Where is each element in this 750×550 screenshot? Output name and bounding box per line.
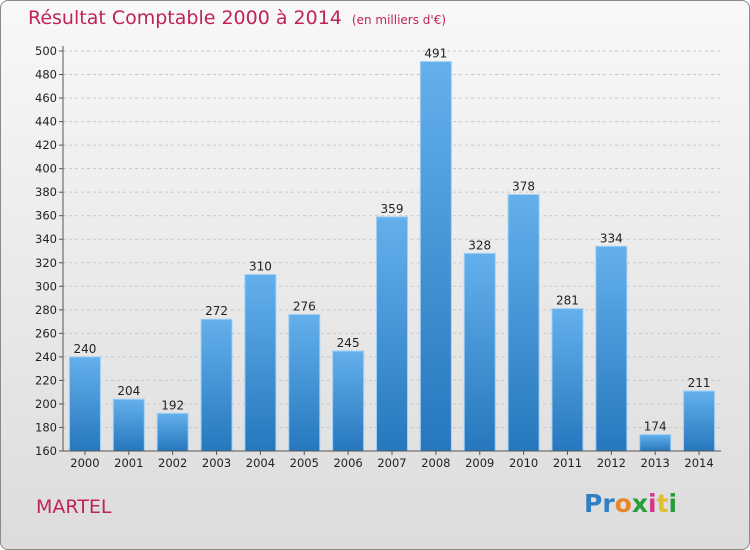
x-tick-label: 2014 [684,456,713,470]
bar [463,252,496,452]
y-tick-label: 480 [35,68,57,82]
y-tick-label: 220 [35,373,57,387]
bar-value-label: 378 [512,180,535,194]
bar-value-label: 359 [381,202,404,216]
bars: 240 204 192 272 310 276 245 359 491 328 378 281 334 1… [68,47,716,452]
bar [419,61,452,452]
logo-letter: x [631,489,648,518]
bar-value-label: 174 [644,420,667,434]
bar [551,308,584,452]
bar [332,350,365,452]
axes [62,46,721,452]
y-tick-label: 400 [35,162,57,176]
bar-value-label: 240 [73,342,96,356]
logo-letter: i [648,489,657,518]
x-tick-label: 2013 [641,456,670,470]
logo-letter: r [602,489,615,518]
bar-value-label: 192 [161,398,184,412]
y-tick-label: 440 [35,115,57,129]
bar [639,434,672,452]
bar-value-label: 310 [249,260,272,274]
bar [288,314,321,452]
x-tick-label: 2007 [377,456,406,470]
chart-title: Résultat Comptable 2000 à 2014 (en millie… [28,7,446,29]
y-tick-label: 160 [35,444,57,458]
y-axis-ticks: 160 180 200 220 240 260 280 300 320 340 360 380 400 4… [35,44,63,458]
bar-value-label: 328 [468,238,491,252]
x-tick-label: 2005 [290,456,319,470]
y-tick-label: 380 [35,185,57,199]
bar [244,274,277,452]
bar [507,194,540,452]
x-tick-label: 2010 [509,456,538,470]
y-tick-label: 420 [35,138,57,152]
bar-value-label: 211 [688,376,711,390]
y-tick-label: 500 [35,44,57,58]
x-tick-label: 2003 [202,456,231,470]
proxiti-logo: Proxiti [584,489,677,518]
x-tick-label: 2009 [465,456,494,470]
bar-value-label: 204 [117,384,140,398]
x-tick-label: 2002 [158,456,187,470]
title-main: Résultat Comptable 2000 à 2014 [28,7,342,29]
y-tick-label: 300 [35,279,57,293]
bar [683,390,716,452]
x-tick-label: 2008 [421,456,450,470]
logo-letter: t [656,489,669,518]
logo-letter: P [584,489,603,518]
y-tick-label: 280 [35,303,57,317]
logo-letter: o [614,489,632,518]
logo-letter: i [668,489,678,518]
bar [376,216,408,452]
bar-value-label: 281 [556,294,579,308]
commune-name: MARTEL [36,496,112,518]
bar [68,356,101,452]
y-tick-label: 460 [35,91,57,105]
bar-value-label: 334 [600,231,623,245]
x-tick-label: 2012 [597,456,626,470]
y-tick-label: 340 [35,232,57,246]
y-tick-label: 200 [35,397,57,411]
bar [156,412,189,452]
bar [200,318,233,452]
x-tick-label: 2004 [246,456,275,470]
bar-value-label: 245 [337,336,360,350]
bar-value-label: 491 [424,47,447,61]
x-tick-label: 2000 [70,456,99,470]
x-tick-label: 2011 [553,456,582,470]
bar [112,398,145,452]
x-tick-label: 2006 [333,456,362,470]
x-tick-label: 2001 [114,456,143,470]
bar [595,245,628,452]
bar-value-label: 272 [205,304,228,318]
bar-value-label: 276 [293,300,316,314]
title-unit: (en milliers d'€) [351,13,447,27]
y-tick-label: 320 [35,256,57,270]
y-tick-label: 360 [35,209,57,223]
x-axis-ticks: 2000 2001 2002 2003 2004 2005 2006 2007 2008 2009… [70,451,714,470]
y-tick-label: 180 [35,420,57,434]
y-tick-label: 260 [35,326,57,340]
y-tick-label: 240 [35,350,57,364]
